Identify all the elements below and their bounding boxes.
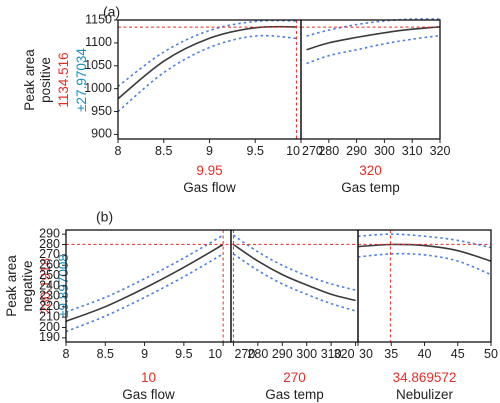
chart-b: (b)Peak area negative 280.1918 ±9.897008190… <box>4 209 498 402</box>
profile-panel-gas-flow: 8 8.5 9 9.5 10 9.95 Gas flow <box>115 19 302 195</box>
x-tick-label: 10 <box>208 347 222 361</box>
x-tick-label: 45 <box>451 347 465 361</box>
y-tick-label: 210 <box>39 309 60 323</box>
y-axis-title-line2: negative <box>20 260 35 311</box>
y-tick-label: 200 <box>39 320 60 334</box>
y-tick-label: 220 <box>39 299 60 313</box>
panel-label: (b) <box>96 209 113 225</box>
x-tick-label: 300 <box>296 347 317 361</box>
y-confidence-interval: ±27.97034 <box>74 48 89 112</box>
prediction-curve <box>117 25 297 100</box>
lower-confidence-curve <box>65 253 224 333</box>
x-tick-label: 8 <box>63 347 70 361</box>
chart-a: (a) Peak area positive 1134.516 ±27.97034 900… <box>22 4 450 195</box>
panel-frame <box>357 229 492 343</box>
x-tick-label: 280 <box>247 347 268 361</box>
x-axis-label: Gas temp <box>265 387 324 402</box>
panel-label: (a) <box>103 4 120 20</box>
x-tick-label: 290 <box>272 347 293 361</box>
y-predicted-value: 280.1918 <box>38 258 53 314</box>
y-tick-label: 1150 <box>85 12 112 26</box>
upper-confidence-curve <box>65 234 224 313</box>
x-tick-label: 50 <box>484 347 498 361</box>
x-current-value: 320 <box>359 163 382 178</box>
x-tick-label: 8 <box>115 144 122 158</box>
upper-confidence-curve <box>357 233 492 249</box>
x-axis-label: Gas flow <box>122 387 175 402</box>
panel-frame <box>230 229 359 343</box>
x-tick-label: 9.5 <box>247 144 264 158</box>
x-tick-label: 40 <box>418 347 432 361</box>
x-tick-label: 35 <box>384 347 398 361</box>
x-current-value: 34.869572 <box>393 370 457 385</box>
x-current-value: 9.95 <box>196 163 222 178</box>
lower-confidence-curve <box>117 34 297 113</box>
profile-panel-nebulizer: 30 35 40 45 50 34.869572 Nebulizer <box>357 229 498 402</box>
y-tick-label: 240 <box>39 278 60 292</box>
y-tick-label: 950 <box>91 104 112 118</box>
x-axis-label: Gas flow <box>183 180 236 195</box>
x-tick-label: 8.5 <box>97 347 114 361</box>
lower-confidence-curve <box>357 252 492 276</box>
x-tick-label: 9 <box>141 347 148 361</box>
y-axis-title-line2: positive <box>38 57 53 103</box>
upper-confidence-curve <box>232 234 356 291</box>
x-tick-label: 280 <box>318 144 339 158</box>
prediction-curve <box>232 243 356 302</box>
x-current-value: 10 <box>141 370 156 385</box>
y-tick-label: 1100 <box>85 35 112 49</box>
x-tick-label: 8.5 <box>155 144 172 158</box>
prediction-curve <box>65 243 224 323</box>
y-tick-label: 260 <box>39 258 60 272</box>
x-tick-label: 9.5 <box>175 347 192 361</box>
x-tick-label: 320 <box>334 347 355 361</box>
x-tick-label: 320 <box>430 144 451 158</box>
y-axis-title-line1: Peak area <box>22 49 37 111</box>
y-tick-label: 290 <box>39 226 60 240</box>
x-tick-label: 270 <box>234 347 255 361</box>
profile-panel-gas-flow: 8 8.5 9 9.5 10 10 Gas flow <box>63 229 232 402</box>
y-tick-label: 190 <box>39 330 60 344</box>
y-tick-label: 250 <box>39 268 60 282</box>
y-tick-label: 1050 <box>84 58 112 72</box>
x-tick-label: 300 <box>374 144 395 158</box>
x-tick-label: 10 <box>286 144 300 158</box>
prediction-curve <box>306 26 441 51</box>
y-axis-title-line1: Peak area <box>4 255 19 317</box>
y-tick-label: 230 <box>39 289 60 303</box>
lower-confidence-curve <box>306 34 441 65</box>
x-tick-label: 9 <box>206 144 213 158</box>
x-tick-label: 290 <box>346 144 367 158</box>
x-tick-label: 30 <box>359 347 373 361</box>
x-tick-label: 310 <box>321 347 342 361</box>
x-axis-label: Nebulizer <box>396 387 454 402</box>
x-tick-label: 270 <box>302 144 323 158</box>
y-predicted-value: 1134.516 <box>56 52 71 107</box>
x-axis-label: Gas temp <box>341 180 400 195</box>
y-tick-label: 900 <box>91 127 112 141</box>
prediction-curve <box>357 243 492 262</box>
panel-frame <box>300 19 441 140</box>
x-tick-label: 310 <box>402 144 423 158</box>
y-tick-label: 1000 <box>84 81 112 95</box>
upper-confidence-curve <box>117 19 297 88</box>
y-tick-label: 270 <box>39 247 60 261</box>
lower-confidence-curve <box>232 253 356 312</box>
y-tick-label: 280 <box>39 237 60 251</box>
x-current-value: 270 <box>283 370 306 385</box>
